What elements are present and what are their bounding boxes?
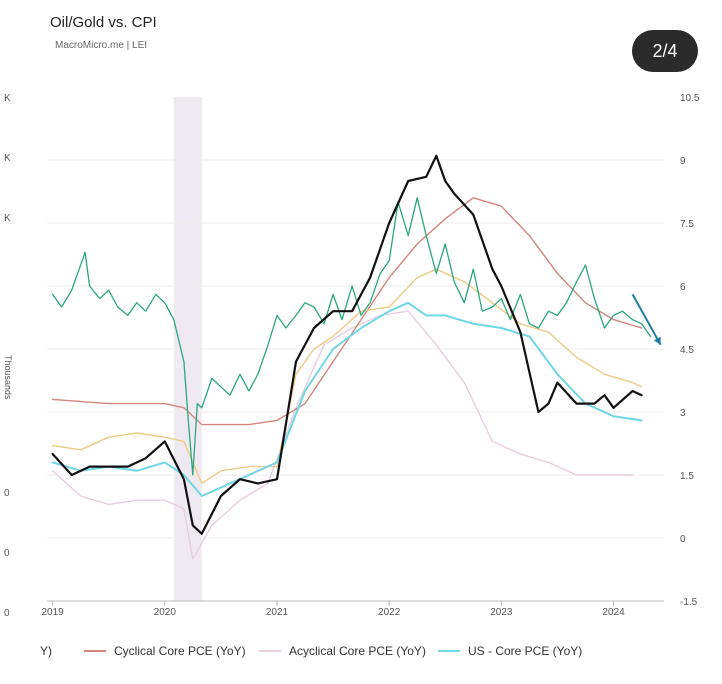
- chart-source: MacroMicro.me | LEI: [55, 40, 148, 51]
- series-line-yellow: [51, 268, 643, 485]
- left-tick-label: 0: [4, 608, 10, 619]
- trend-arrow-shaft: [631, 293, 662, 346]
- legend-swatch-acyclical: [259, 650, 281, 652]
- right-tick-label: 10.5: [680, 93, 700, 104]
- x-tick-label: 2021: [266, 607, 289, 618]
- trend-arrow-head: [653, 336, 661, 345]
- legend-label-acyclical: Acyclical Core PCE (YoY): [289, 644, 426, 658]
- chart-title: Oil/Gold vs. CPI: [50, 14, 157, 31]
- series-line-core: [51, 301, 643, 497]
- x-tick-label: 2019: [41, 607, 64, 618]
- legend-label-cyclical: Cyclical Core PCE (YoY): [114, 644, 246, 658]
- legend-truncated-label: Y): [40, 644, 52, 658]
- left-tick-label: 0: [4, 548, 10, 559]
- left-tick-label: 0: [4, 488, 10, 499]
- legend: Y) Cyclical Core PCE (YoY) Acyclical Cor…: [40, 644, 720, 664]
- legend-swatch-core: [438, 650, 460, 652]
- series-line-acyclical: [51, 310, 634, 560]
- left-tick-label: K: [4, 153, 11, 164]
- right-tick-label: -1.5: [680, 597, 698, 608]
- right-tick-label: 0: [680, 534, 686, 545]
- left-tick-label: K: [4, 213, 11, 224]
- legend-item-acyclical[interactable]: Acyclical Core PCE (YoY): [259, 644, 426, 658]
- page-indicator[interactable]: 2/4: [632, 30, 698, 72]
- right-tick-label: 6: [680, 282, 686, 293]
- series-line-cyclical: [51, 197, 643, 426]
- series-line-oilgold: [51, 197, 652, 476]
- x-tick-label: 2020: [154, 607, 177, 618]
- legend-item-truncated[interactable]: Y): [40, 644, 52, 658]
- right-tick-label: 3: [680, 408, 686, 419]
- right-tick-label: 1.5: [680, 471, 694, 482]
- chart-canvas: 10.5 9 7.5 6 4.5 3 1.5 0 -1.5 K K K 0 0 0 2019 2020 2021 2…: [4, 93, 700, 619]
- right-tick-label: 9: [680, 156, 686, 167]
- series-line-cpi: [51, 154, 643, 535]
- legend-label-core: US - Core PCE (YoY): [468, 644, 583, 658]
- legend-item-cyclical[interactable]: Cyclical Core PCE (YoY): [84, 644, 246, 658]
- x-tick-label: 2024: [602, 607, 625, 618]
- right-tick-label: 4.5: [680, 345, 694, 356]
- legend-swatch-cyclical: [84, 650, 106, 652]
- right-tick-label: 7.5: [680, 219, 694, 230]
- x-tick-label: 2022: [378, 607, 401, 618]
- left-tick-label: K: [4, 93, 11, 104]
- x-tick-label: 2023: [490, 607, 513, 618]
- legend-item-core[interactable]: US - Core PCE (YoY): [438, 644, 582, 658]
